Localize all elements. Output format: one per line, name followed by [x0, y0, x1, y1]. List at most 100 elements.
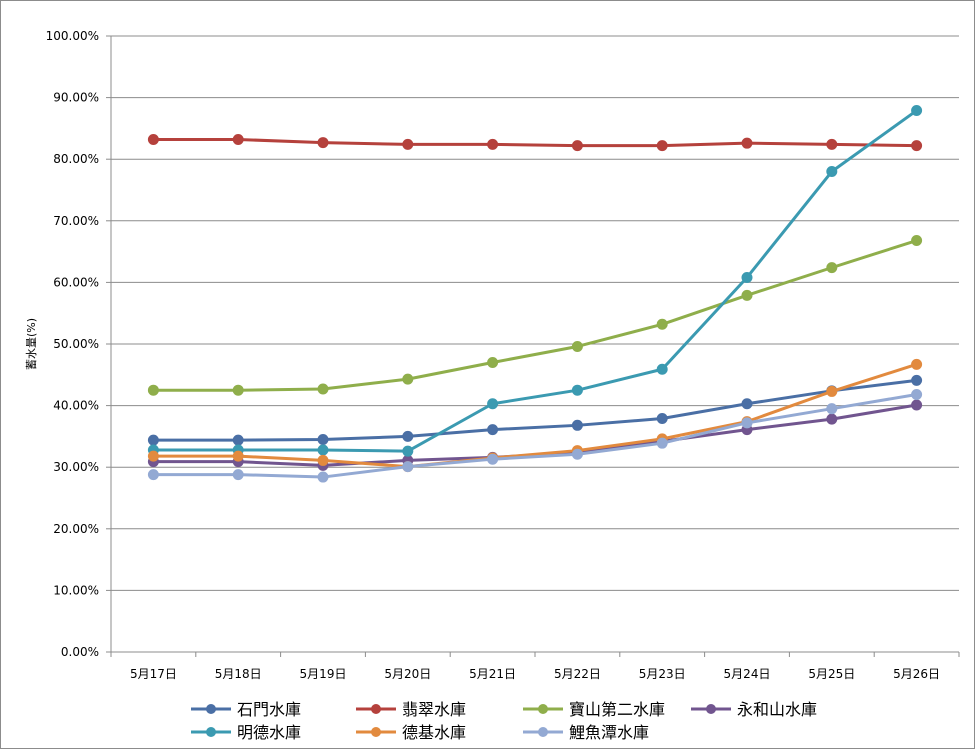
legend-marker [371, 704, 381, 714]
data-point [911, 399, 923, 411]
series-5 [147, 105, 923, 457]
data-point [656, 413, 668, 425]
y-tick-label: 100.00% [46, 29, 99, 43]
data-point [147, 469, 159, 481]
y-tick-label: 20.00% [53, 522, 99, 536]
y-tick-label: 60.00% [53, 275, 99, 289]
data-point [826, 413, 838, 425]
data-point [232, 434, 244, 446]
data-point [487, 398, 499, 410]
data-point [741, 417, 753, 429]
legend-entry: 石門水庫 [191, 700, 301, 719]
y-tick-label: 10.00% [53, 583, 99, 597]
data-point [402, 138, 414, 150]
data-point [487, 453, 499, 465]
data-point [232, 469, 244, 481]
data-point [656, 140, 668, 152]
data-point [147, 434, 159, 446]
data-point [487, 138, 499, 150]
series-3 [147, 235, 923, 396]
series-line [153, 393, 917, 479]
legend-marker [538, 727, 548, 737]
legend-entry: 德基水庫 [356, 723, 466, 742]
series-4 [147, 399, 923, 471]
y-axis-label: 蓄水量(%) [25, 318, 38, 370]
series-line [153, 137, 917, 148]
data-point [232, 450, 244, 462]
axes: 0.00% 10.00% 20.00% 30.00% 40.00% 50.00% 60.00… [46, 29, 960, 681]
series-7 [147, 389, 923, 483]
legend-marker [206, 727, 216, 737]
y-tick-label: 90.00% [53, 91, 99, 105]
data-point [571, 419, 583, 431]
data-point [147, 450, 159, 462]
legend-entry: 明德水庫 [191, 723, 301, 742]
y-tick-label: 50.00% [53, 337, 99, 351]
data-point [147, 384, 159, 396]
data-point [741, 271, 753, 283]
data-point [487, 356, 499, 368]
x-tick-label: 5月24日 [724, 667, 771, 681]
data-point [317, 471, 329, 483]
data-point [232, 384, 244, 396]
data-point [826, 385, 838, 397]
data-point [911, 140, 923, 152]
x-tick-label: 5月19日 [300, 667, 347, 681]
series-6 [147, 358, 923, 473]
x-tick-label: 5月22日 [554, 667, 601, 681]
data-point [571, 384, 583, 396]
legend-label: 德基水庫 [402, 723, 466, 742]
y-tick-label: 30.00% [53, 460, 99, 474]
x-tick-label: 5月25日 [808, 667, 855, 681]
data-point [826, 403, 838, 415]
data-point [317, 454, 329, 466]
data-point [317, 433, 329, 445]
y-tick-label: 40.00% [53, 399, 99, 413]
data-point [232, 133, 244, 145]
data-point [571, 448, 583, 460]
data-point [656, 318, 668, 330]
series-group [147, 105, 923, 483]
data-point [826, 138, 838, 150]
data-point [656, 437, 668, 449]
legend-label: 鯉魚潭水庫 [569, 723, 649, 742]
data-point [317, 383, 329, 395]
legend-marker [206, 704, 216, 714]
data-point [317, 137, 329, 149]
legend-label: 翡翠水庫 [402, 700, 466, 719]
legend-label: 明德水庫 [237, 723, 301, 742]
legend-marker [706, 704, 716, 714]
series-line [153, 362, 918, 469]
legend-label: 寶山第二水庫 [569, 700, 665, 719]
data-point [402, 445, 414, 457]
y-tick-label: 80.00% [53, 152, 99, 166]
y-tick-label: 70.00% [53, 214, 99, 228]
y-tick-label: 0.00% [61, 645, 99, 659]
data-point [826, 262, 838, 274]
legend-label: 石門水庫 [237, 700, 301, 719]
data-point [911, 374, 923, 386]
data-point [656, 363, 668, 375]
x-tick-label: 5月17日 [130, 667, 177, 681]
data-point [402, 461, 414, 473]
legend-label: 永和山水庫 [737, 700, 817, 719]
series-2 [147, 133, 923, 152]
series-1 [147, 374, 923, 446]
data-point [571, 140, 583, 152]
legend-entry: 鯉魚潭水庫 [523, 723, 649, 742]
data-point [741, 137, 753, 149]
x-tick-label: 5月21日 [469, 667, 516, 681]
data-point [826, 166, 838, 178]
data-point [402, 430, 414, 442]
grid-lines [111, 35, 959, 591]
data-point [571, 340, 583, 352]
data-point [911, 105, 923, 117]
x-tick-label: 5月20日 [384, 667, 431, 681]
data-point [911, 358, 923, 370]
legend-entry: 寶山第二水庫 [523, 700, 665, 719]
x-tick-label: 5月23日 [639, 667, 686, 681]
x-tick-label: 5月18日 [215, 667, 262, 681]
data-point [147, 133, 159, 145]
